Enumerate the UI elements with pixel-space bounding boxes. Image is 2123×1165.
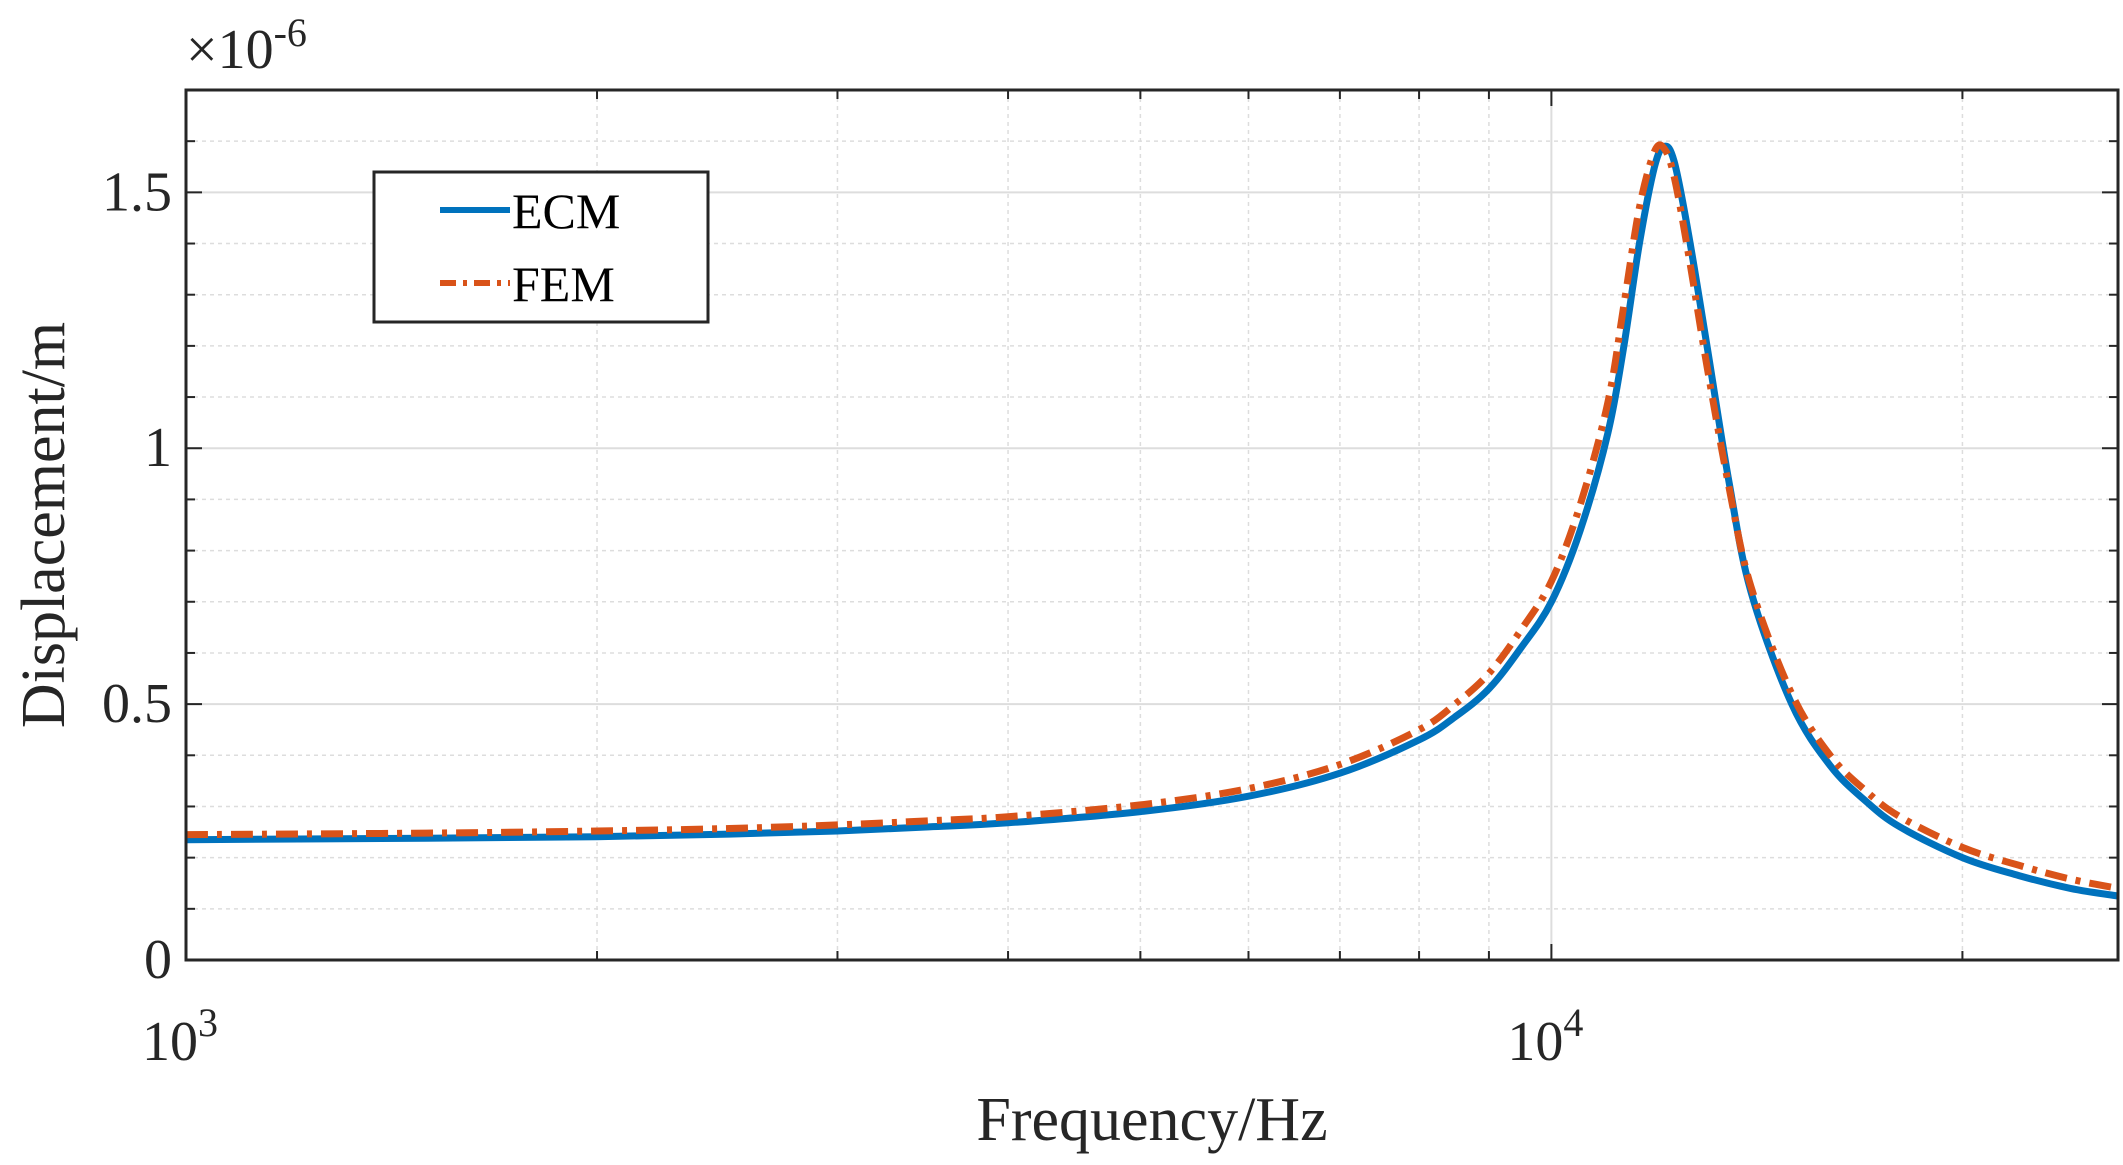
axes-box <box>184 88 2120 962</box>
y-multiplier: ×10-6 <box>186 10 307 81</box>
x-axis-title: Frequency/Hz <box>976 1086 1327 1154</box>
legend-label-fem: FEM <box>512 256 615 312</box>
y-axis-title: Displacement/m <box>10 322 78 728</box>
series-line-ecm <box>185 142 2119 900</box>
x-tick-label: 104 <box>1507 1000 1583 1073</box>
tick-labels: 0 0.5 1 1.5 103 104 <box>102 161 1583 1073</box>
legend: ECM FEM <box>372 170 710 324</box>
y-tick-label: 0.5 <box>102 673 172 735</box>
legend-box <box>372 170 710 324</box>
series-line-fem <box>185 141 2119 892</box>
x-tick-label: 103 <box>142 1000 218 1073</box>
series-layer <box>185 141 2119 900</box>
y-tick-label: 0 <box>144 929 172 991</box>
y-tick-label: 1.5 <box>102 161 172 223</box>
legend-label-ecm: ECM <box>512 183 620 239</box>
y-tick-label: 1 <box>144 417 172 479</box>
